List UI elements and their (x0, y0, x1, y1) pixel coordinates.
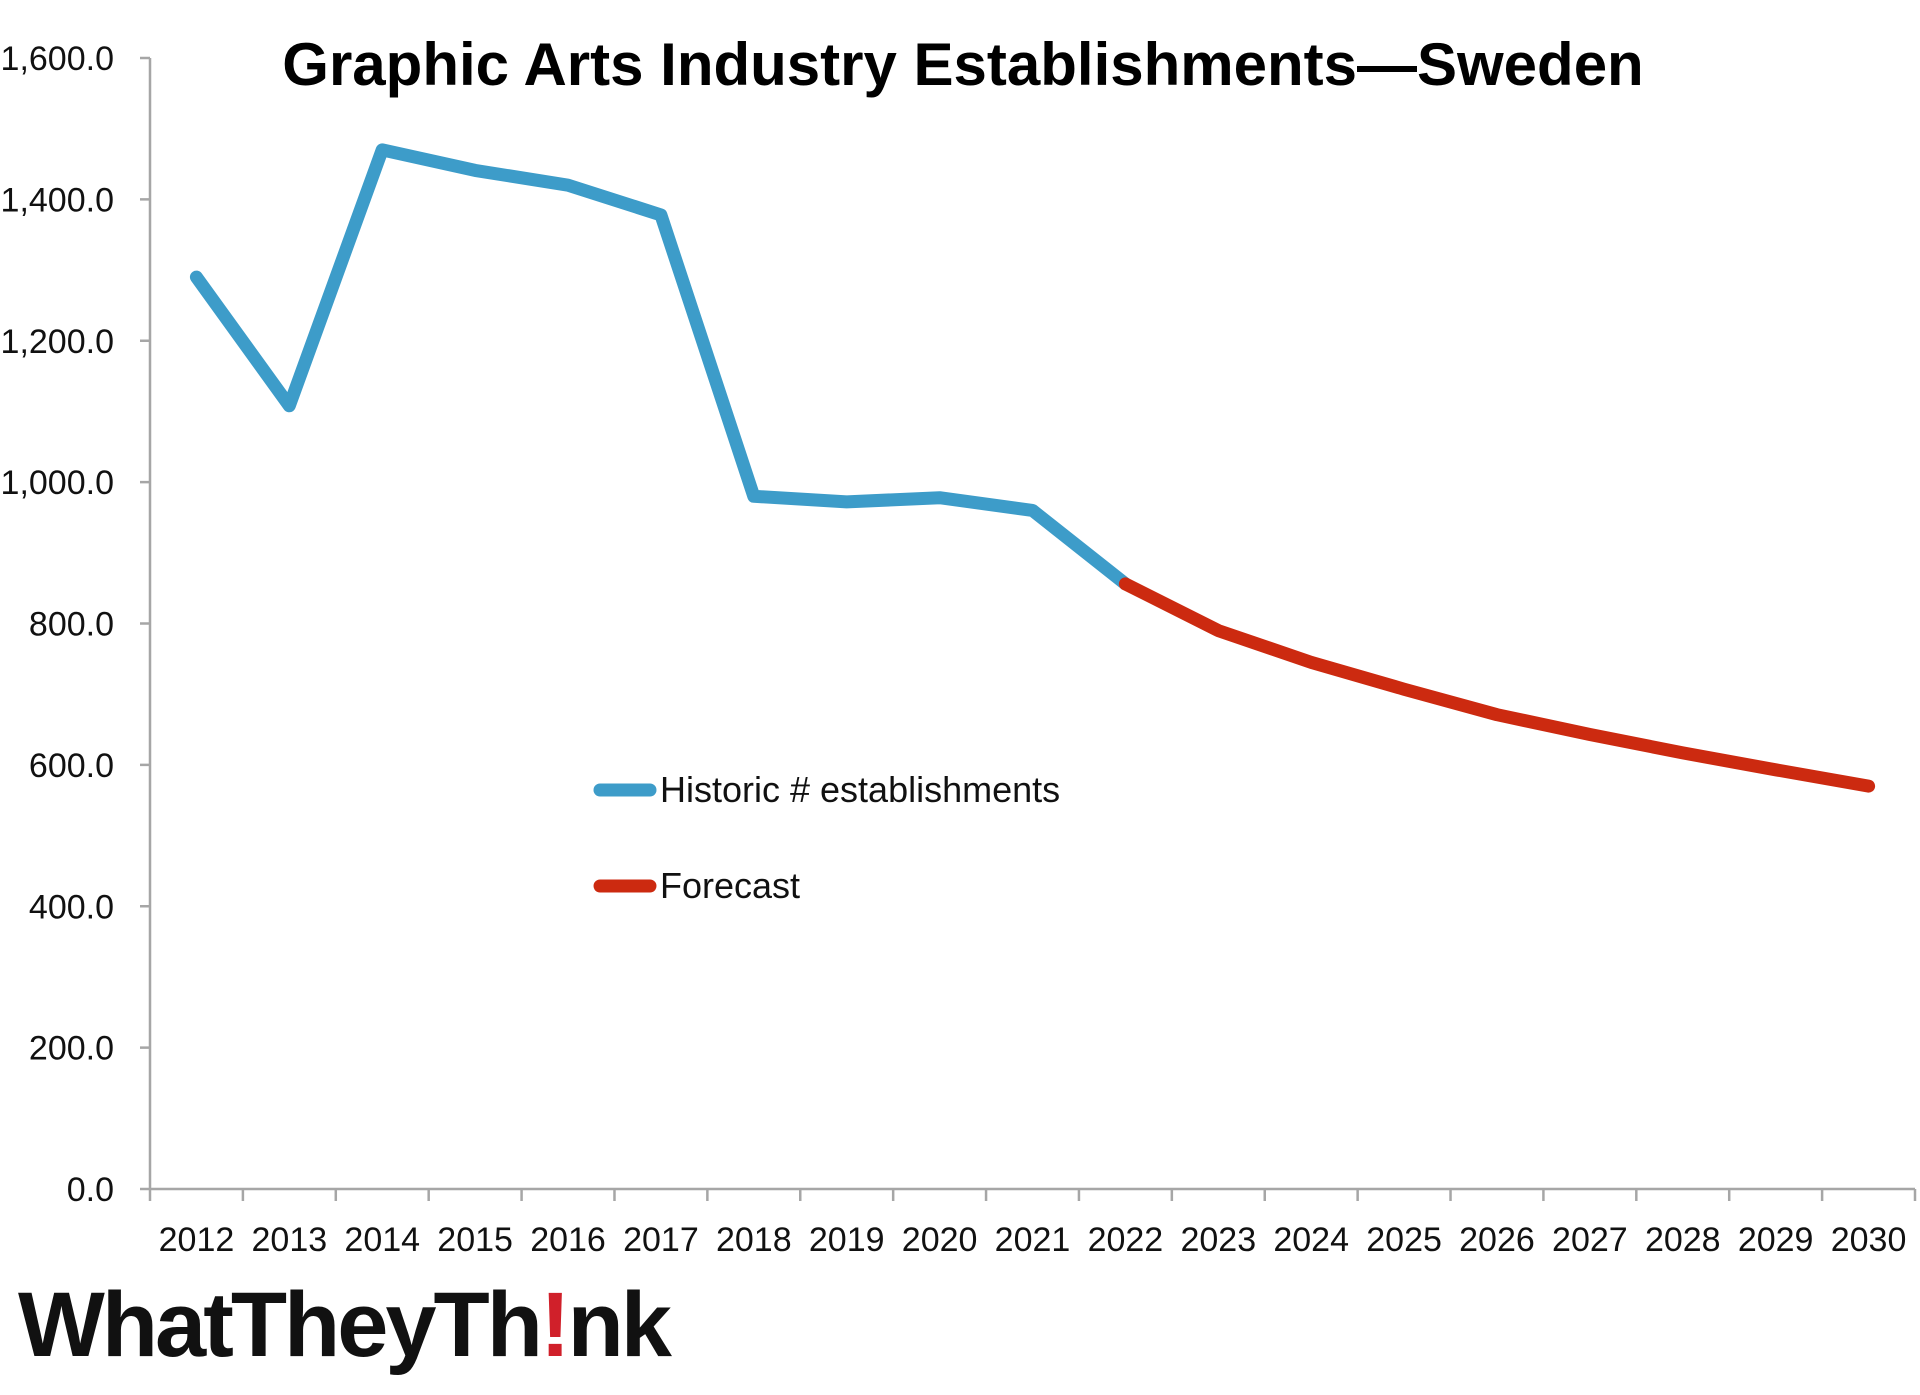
x-tick-label: 2014 (344, 1221, 420, 1259)
x-tick-label: 2018 (716, 1221, 792, 1259)
axes: 0.0 200.0 400.0 600.0 800.0 1,000.0 1,200.0 1,4… (1, 40, 1917, 1259)
y-tick-label: 1,400.0 (1, 181, 114, 219)
y-tick-label: 1,200.0 (1, 323, 114, 361)
x-tick-label: 2029 (1738, 1221, 1814, 1259)
legend: Historic # establishments Forecast (593, 769, 1060, 906)
y-tick-label: 1,600.0 (1, 40, 114, 78)
logo-exclamation: ! (539, 1274, 571, 1376)
x-tick-label: 2013 (252, 1221, 328, 1259)
x-tick-label: 2017 (623, 1221, 699, 1259)
logo-text-part1: WhatTheyTh (18, 1274, 543, 1376)
x-tick-label: 2030 (1831, 1221, 1907, 1259)
x-tick-label: 2021 (995, 1221, 1071, 1259)
x-tick-label: 2025 (1366, 1221, 1442, 1259)
series-layer (189, 143, 1876, 793)
x-tick-label: 2016 (530, 1221, 606, 1259)
y-tick-label: 800.0 (29, 606, 114, 644)
y-tick-label: 600.0 (29, 747, 114, 785)
x-tick-label: 2027 (1552, 1221, 1628, 1259)
x-tick-label: 2026 (1459, 1221, 1535, 1259)
x-tick-label: 2024 (1273, 1221, 1349, 1259)
whattheythink-logo: WhatTheyTh!nk (18, 1270, 672, 1380)
series-line-forecast (1118, 577, 1876, 793)
x-tick-label: 2020 (902, 1221, 978, 1259)
series-line-historic (189, 143, 1132, 591)
y-tick-label: 0.0 (67, 1171, 114, 1209)
x-tick-label: 2015 (437, 1221, 513, 1259)
x-tick-label: 2023 (1180, 1221, 1256, 1259)
logo-text-part2: nk (567, 1274, 672, 1376)
x-tick-label: 2028 (1645, 1221, 1721, 1259)
y-tick-label: 1,000.0 (1, 464, 114, 502)
x-tick-label: 2022 (1088, 1221, 1164, 1259)
y-tick-label: 400.0 (29, 888, 114, 926)
legend-label: Forecast (660, 865, 800, 906)
y-tick-label: 200.0 (29, 1030, 114, 1068)
x-tick-label: 2019 (809, 1221, 885, 1259)
legend-label: Historic # establishments (660, 769, 1060, 810)
x-tick-label: 2012 (159, 1221, 235, 1259)
chart-title: Graphic Arts Industry Establishments—Swe… (282, 31, 1643, 98)
